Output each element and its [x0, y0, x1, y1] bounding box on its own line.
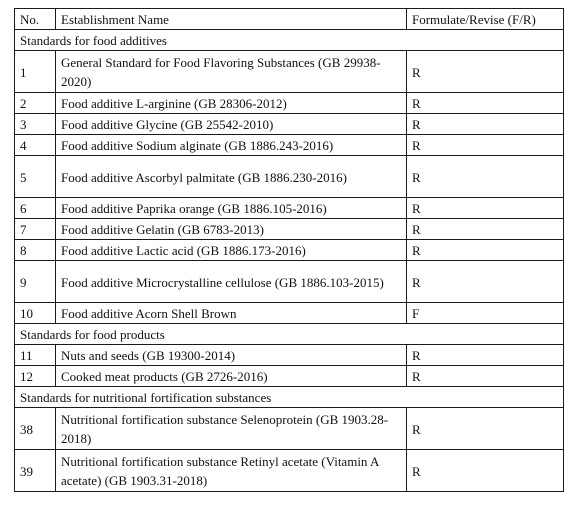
row-name: Nutritional fortification substance Reti… [55, 449, 407, 492]
row-fr: R [406, 197, 564, 219]
row-name: Food additive Paprika orange (GB 1886.10… [55, 197, 407, 219]
row-name: Nuts and seeds (GB 19300-2014) [55, 344, 407, 366]
row-fr: R [406, 365, 564, 387]
row-name: Food additive Sodium alginate (GB 1886.2… [55, 134, 407, 156]
row-name: Food additive Lactic acid (GB 1886.173-2… [55, 239, 407, 261]
row-name: Food additive Acorn Shell Brown [55, 302, 407, 324]
row-name: Food additive Ascorbyl palmitate (GB 188… [55, 155, 407, 198]
table-row: 8 Food additive Lactic acid (GB 1886.173… [14, 239, 564, 261]
header-row: No. Establishment Name Formulate/Revise … [14, 8, 564, 30]
row-fr: R [406, 50, 564, 93]
standards-table: No. Establishment Name Formulate/Revise … [14, 8, 564, 492]
row-fr: R [406, 155, 564, 198]
table-row: 6 Food additive Paprika orange (GB 1886.… [14, 197, 564, 219]
section-row: Standards for food products [14, 323, 564, 345]
table-row: 11 Nuts and seeds (GB 19300-2014) R [14, 344, 564, 366]
row-fr: R [406, 218, 564, 240]
section-title-nutritional-fortification: Standards for nutritional fortification … [14, 386, 564, 408]
row-no: 1 [14, 50, 56, 93]
row-fr: R [406, 407, 564, 450]
row-name: General Standard for Food Flavoring Subs… [55, 50, 407, 93]
row-no: 10 [14, 302, 56, 324]
row-no: 6 [14, 197, 56, 219]
section-title-food-additives: Standards for food additives [14, 29, 564, 51]
table-row: 38 Nutritional fortification substance S… [14, 407, 564, 450]
table-row: 5 Food additive Ascorbyl palmitate (GB 1… [14, 155, 564, 198]
row-fr: R [406, 260, 564, 303]
row-fr: F [406, 302, 564, 324]
table-row: 9 Food additive Microcrystalline cellulo… [14, 260, 564, 303]
row-no: 39 [14, 449, 56, 492]
section-row: Standards for food additives [14, 29, 564, 51]
table-row: 10 Food additive Acorn Shell Brown F [14, 302, 564, 324]
row-fr: R [406, 113, 564, 135]
section-row: Standards for nutritional fortification … [14, 386, 564, 408]
row-name: Food additive Gelatin (GB 6783-2013) [55, 218, 407, 240]
row-no: 38 [14, 407, 56, 450]
table-row: 12 Cooked meat products (GB 2726-2016) R [14, 365, 564, 387]
table-row: 3 Food additive Glycine (GB 25542-2010) … [14, 113, 564, 135]
row-no: 5 [14, 155, 56, 198]
row-no: 9 [14, 260, 56, 303]
row-name: Cooked meat products (GB 2726-2016) [55, 365, 407, 387]
row-name: Food additive L-arginine (GB 28306-2012) [55, 92, 407, 114]
row-no: 2 [14, 92, 56, 114]
header-establishment-name: Establishment Name [55, 8, 407, 30]
table-row: 1 General Standard for Food Flavoring Su… [14, 50, 564, 93]
row-fr: R [406, 134, 564, 156]
row-name: Nutritional fortification substance Sele… [55, 407, 407, 450]
row-no: 12 [14, 365, 56, 387]
row-no: 8 [14, 239, 56, 261]
row-fr: R [406, 239, 564, 261]
row-fr: R [406, 449, 564, 492]
table-row: 2 Food additive L-arginine (GB 28306-201… [14, 92, 564, 114]
row-name: Food additive Glycine (GB 25542-2010) [55, 113, 407, 135]
section-title-food-products: Standards for food products [14, 323, 564, 345]
table-row: 4 Food additive Sodium alginate (GB 1886… [14, 134, 564, 156]
table-row: 39 Nutritional fortification substance R… [14, 449, 564, 492]
row-no: 7 [14, 218, 56, 240]
row-fr: R [406, 92, 564, 114]
row-name: Food additive Microcrystalline cellulose… [55, 260, 407, 303]
header-formulate-revise: Formulate/Revise (F/R) [406, 8, 564, 30]
header-no: No. [14, 8, 56, 30]
table-row: 7 Food additive Gelatin (GB 6783-2013) R [14, 218, 564, 240]
row-no: 3 [14, 113, 56, 135]
row-no: 11 [14, 344, 56, 366]
row-no: 4 [14, 134, 56, 156]
row-fr: R [406, 344, 564, 366]
